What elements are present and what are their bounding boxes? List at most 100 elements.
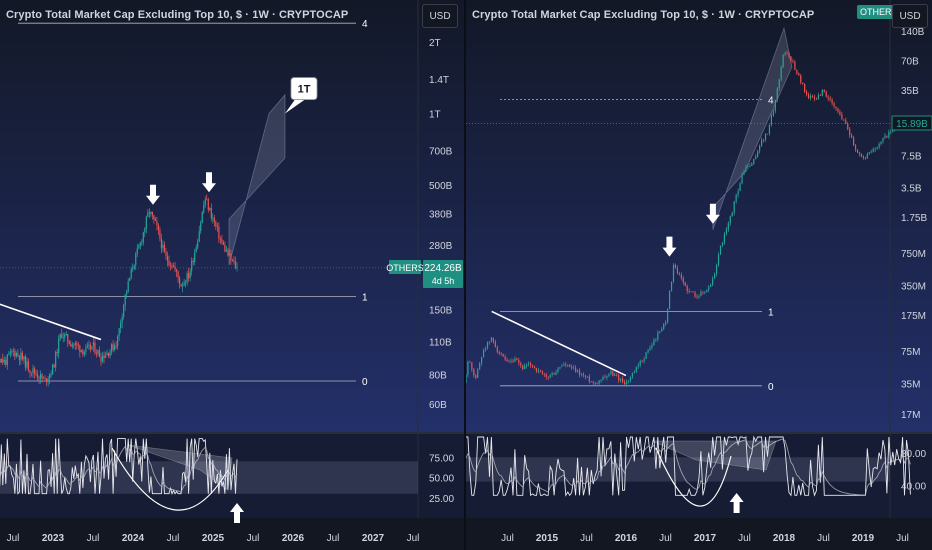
y-tick-label: 80B xyxy=(429,370,447,381)
candle-body xyxy=(68,341,70,345)
right-symbol-badge: OTHERS xyxy=(857,5,901,19)
candle-body xyxy=(188,273,190,279)
candle-body xyxy=(786,52,788,54)
x-tick-label: Jul xyxy=(817,533,830,544)
candle-body xyxy=(851,134,853,138)
candle-body xyxy=(74,343,76,345)
candle-body xyxy=(163,244,166,253)
y-tick-label: 35B xyxy=(901,86,919,97)
candle-body xyxy=(833,103,835,107)
candle-body xyxy=(98,350,101,358)
candle-body xyxy=(206,199,208,201)
trendline xyxy=(0,303,102,341)
y-tick-label: 1.75B xyxy=(901,213,927,224)
candle-body xyxy=(839,111,841,115)
candle-body xyxy=(594,382,596,384)
oscillator-fan xyxy=(651,440,777,471)
candle-body xyxy=(665,322,667,324)
candle-body xyxy=(490,337,493,342)
candle-body xyxy=(680,274,682,279)
candle-body xyxy=(157,224,160,230)
candle-body xyxy=(186,273,188,283)
callout-pointer xyxy=(285,99,305,114)
candle-body xyxy=(635,366,637,372)
candle-body xyxy=(567,365,569,367)
candle-body xyxy=(230,253,232,260)
candle-body xyxy=(502,353,504,357)
candle-body xyxy=(684,282,686,286)
candle-body xyxy=(639,361,641,366)
up-arrow-marker xyxy=(729,493,744,513)
candle-body xyxy=(620,378,622,381)
x-tick-label: Jul xyxy=(327,533,340,544)
candle-body xyxy=(755,156,757,159)
candle-body xyxy=(888,131,890,138)
candle-body xyxy=(884,135,886,138)
candle-body xyxy=(798,73,800,76)
candle-body xyxy=(668,291,671,309)
candle-body xyxy=(121,316,123,324)
candle-body xyxy=(484,348,487,350)
candle-body xyxy=(663,323,665,330)
y-tick-label: 350M xyxy=(901,282,926,293)
y-tick-label: 17M xyxy=(901,410,920,421)
x-tick-label: Jul xyxy=(738,533,751,544)
right-currency-button[interactable]: USD xyxy=(892,4,928,28)
candle-body xyxy=(117,335,119,347)
y-tick-label: 70B xyxy=(901,56,919,67)
candle-body xyxy=(612,371,614,376)
candle-body xyxy=(688,291,690,292)
candle-body xyxy=(172,266,175,268)
candle-body xyxy=(535,367,538,372)
candle-body xyxy=(608,373,610,376)
candle-body xyxy=(33,368,36,374)
candle-body xyxy=(94,342,96,353)
candle-body xyxy=(95,352,98,354)
candle-body xyxy=(150,211,152,214)
candle-body xyxy=(578,370,581,375)
candle-body xyxy=(83,351,85,355)
candle-body xyxy=(89,344,92,350)
y-tick-label: 280B xyxy=(429,241,453,252)
left-currency-button[interactable]: USD xyxy=(422,4,458,28)
candle-body xyxy=(580,374,583,375)
right-chart-svg[interactable]: 140B 70B 35B 7.5B 3.5B 1.75B 750M 350M 175M 75M 35… xyxy=(466,0,932,550)
candle-body xyxy=(698,296,700,298)
left-chart-svg[interactable]: 2T 1.4T 1T 700B 500B 380B 280B 150B 110B 80B 60B Ju… xyxy=(0,0,464,550)
candle-body xyxy=(520,363,522,366)
x-tick-label: 2017 xyxy=(694,533,717,544)
left-chart-panel[interactable]: 2T 1.4T 1T 700B 500B 380B 280B 150B 110B 80B 60B Ju… xyxy=(0,0,464,550)
candle-body xyxy=(212,217,214,219)
candle-body xyxy=(774,100,776,112)
y-tick-label: 1.4T xyxy=(429,75,449,86)
candle-body xyxy=(794,61,796,70)
candle-body xyxy=(6,354,8,365)
price-tag-countdown: 4d 5h xyxy=(432,276,455,286)
candle-body xyxy=(110,344,113,352)
candle-body xyxy=(516,358,518,360)
candle-body xyxy=(65,334,67,335)
right-chart-panel[interactable]: 140B 70B 35B 7.5B 3.5B 1.75B 750M 350M 175M 75M 35… xyxy=(466,0,932,550)
candle-body xyxy=(596,382,598,384)
y-tick-label: 150B xyxy=(429,305,453,316)
candle-body xyxy=(647,349,649,353)
candle-body xyxy=(492,337,494,342)
candle-body xyxy=(92,342,95,347)
x-tick-label: Jul xyxy=(407,533,420,544)
candle-body xyxy=(129,277,131,282)
candle-body xyxy=(192,260,194,262)
candle-body xyxy=(849,129,851,135)
candle-body xyxy=(118,328,120,336)
panel-divider[interactable] xyxy=(464,0,466,550)
oscillator-signal-line xyxy=(466,438,911,496)
candle-body xyxy=(559,367,561,369)
oscillator-line xyxy=(466,435,911,497)
candle-body xyxy=(539,370,541,372)
candle-body xyxy=(52,364,54,375)
candle-body xyxy=(586,376,588,378)
candle-body xyxy=(659,331,661,333)
candle-body xyxy=(835,106,837,109)
candle-body xyxy=(776,88,778,101)
candle-body xyxy=(53,364,55,368)
candle-body xyxy=(807,94,810,99)
